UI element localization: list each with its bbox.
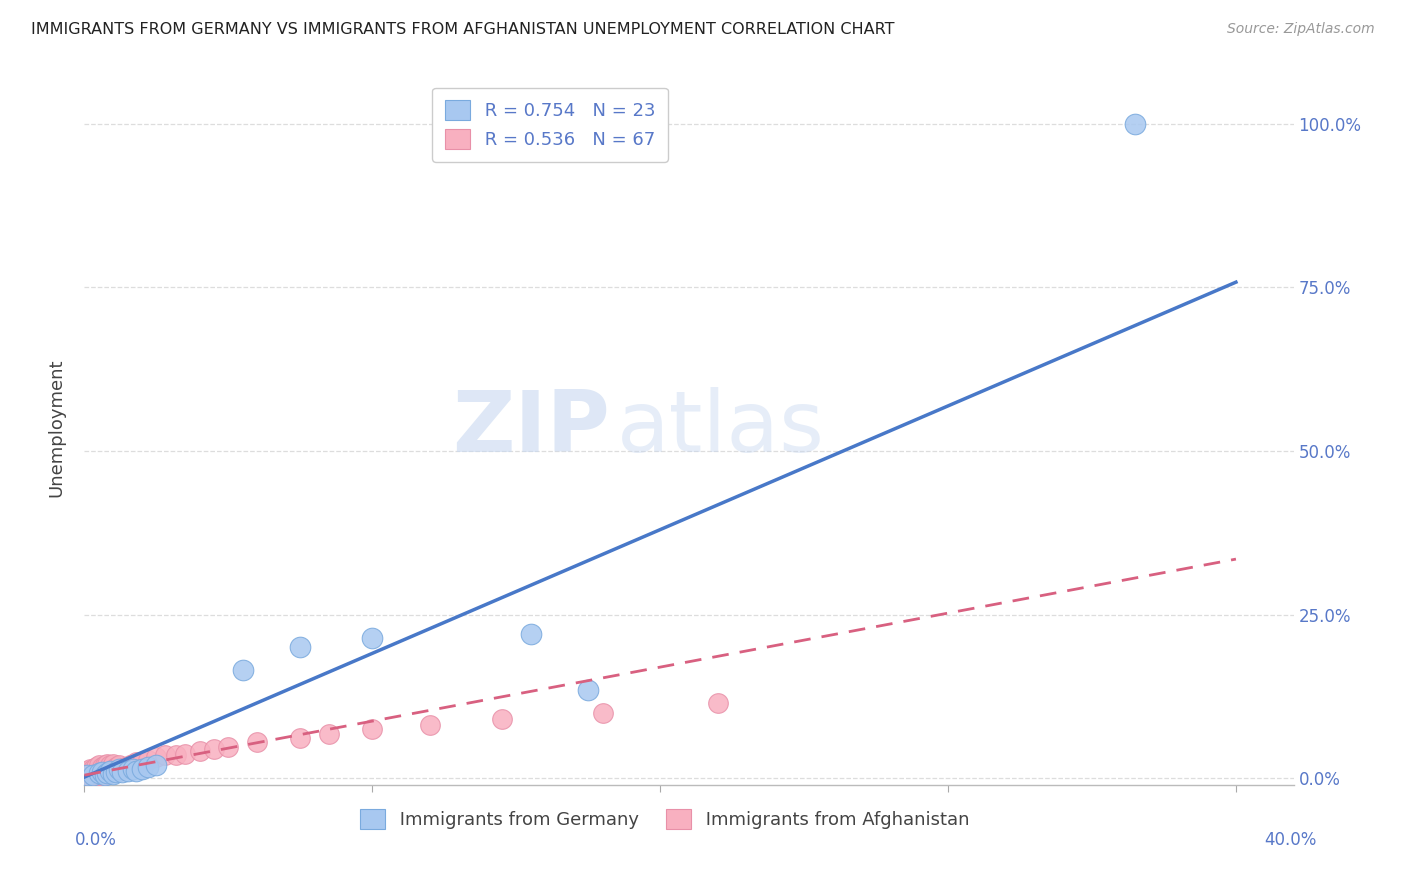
Point	[101, 762, 124, 776]
Point	[120, 758, 142, 772]
Point	[122, 762, 145, 776]
Point	[93, 758, 115, 772]
Point	[76, 764, 98, 779]
Point	[82, 766, 104, 780]
Point	[79, 764, 101, 779]
Point	[111, 762, 134, 776]
Point	[96, 759, 118, 773]
Text: atlas: atlas	[616, 386, 824, 470]
Point	[98, 766, 121, 780]
Text: 40.0%: 40.0%	[1264, 831, 1317, 849]
Point	[84, 766, 107, 780]
Point	[82, 762, 104, 776]
Point	[98, 764, 121, 778]
Point	[105, 764, 128, 778]
Point	[93, 762, 115, 776]
Point	[188, 744, 211, 758]
Point	[79, 762, 101, 776]
Point	[145, 750, 167, 764]
Point	[174, 747, 197, 761]
Point	[592, 706, 614, 720]
Point	[79, 766, 101, 780]
Point	[76, 768, 98, 782]
Point	[1123, 117, 1146, 131]
Point	[90, 764, 112, 778]
Point	[131, 762, 153, 776]
Point	[87, 758, 110, 772]
Point	[90, 766, 112, 780]
Point	[101, 764, 124, 779]
Point	[290, 731, 312, 745]
Point	[125, 764, 148, 778]
Point	[246, 735, 269, 749]
Point	[111, 764, 134, 779]
Point	[84, 764, 107, 778]
Point	[117, 759, 139, 773]
Point	[82, 764, 104, 779]
Point	[114, 759, 136, 773]
Point	[79, 764, 101, 778]
Point	[87, 766, 110, 780]
Point	[101, 767, 124, 781]
Point	[98, 758, 121, 772]
Y-axis label: Unemployment: Unemployment	[48, 359, 66, 498]
Point	[491, 713, 513, 727]
Point	[79, 768, 101, 782]
Point	[217, 739, 239, 754]
Point	[93, 768, 115, 782]
Point	[87, 762, 110, 776]
Point	[117, 764, 139, 778]
Point	[105, 764, 128, 779]
Point	[90, 764, 112, 779]
Point	[136, 753, 159, 767]
Point	[131, 755, 153, 769]
Point	[87, 766, 110, 780]
Point	[101, 757, 124, 772]
Point	[93, 764, 115, 779]
Point	[96, 766, 118, 780]
Point	[153, 748, 176, 763]
Point	[76, 768, 98, 782]
Point	[90, 768, 112, 782]
Point	[84, 759, 107, 773]
Point	[108, 764, 131, 778]
Point	[576, 683, 599, 698]
Text: IMMIGRANTS FROM GERMANY VS IMMIGRANTS FROM AFGHANISTAN UNEMPLOYMENT CORRELATION : IMMIGRANTS FROM GERMANY VS IMMIGRANTS FR…	[31, 22, 894, 37]
Text: ZIP: ZIP	[453, 386, 610, 470]
Point	[519, 627, 541, 641]
Point	[136, 759, 159, 773]
Point	[93, 768, 115, 782]
Point	[145, 758, 167, 772]
Point	[361, 723, 384, 737]
Point	[96, 766, 118, 780]
Point	[87, 764, 110, 779]
Point	[90, 759, 112, 773]
Legend:  Immigrants from Germany,  Immigrants from Afghanistan: Immigrants from Germany, Immigrants from…	[353, 802, 977, 837]
Point	[125, 755, 148, 769]
Point	[232, 664, 254, 678]
Point	[108, 758, 131, 772]
Point	[82, 768, 104, 782]
Point	[166, 748, 188, 763]
Point	[202, 742, 225, 756]
Point	[122, 757, 145, 772]
Point	[76, 766, 98, 780]
Point	[419, 717, 441, 731]
Point	[318, 727, 340, 741]
Point	[76, 764, 98, 778]
Point	[96, 764, 118, 778]
Point	[84, 768, 107, 782]
Point	[361, 631, 384, 645]
Point	[108, 762, 131, 776]
Point	[290, 640, 312, 655]
Text: 0.0%: 0.0%	[75, 831, 117, 849]
Point	[82, 768, 104, 782]
Text: Source: ZipAtlas.com: Source: ZipAtlas.com	[1227, 22, 1375, 37]
Point	[105, 759, 128, 773]
Point	[706, 696, 728, 710]
Point	[87, 768, 110, 782]
Point	[98, 764, 121, 778]
Point	[96, 757, 118, 772]
